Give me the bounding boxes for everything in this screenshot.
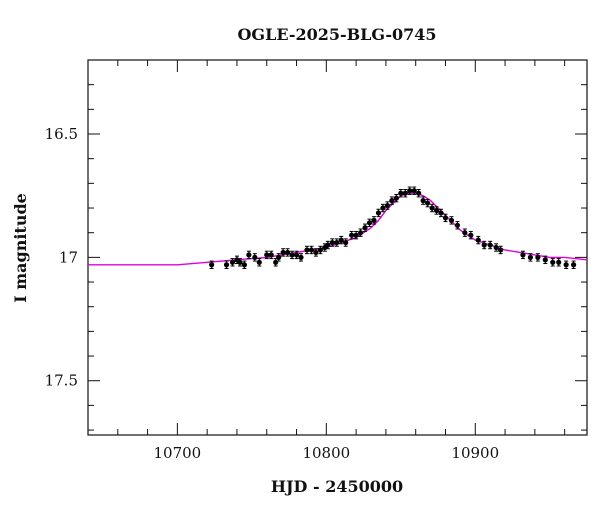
x-tick-labels: 10700 10800 10900 (154, 444, 500, 462)
data-point (493, 244, 499, 251)
data-point (384, 202, 390, 209)
data-point (371, 217, 377, 223)
data-point (313, 249, 319, 256)
data-point (438, 210, 444, 216)
data-point (353, 232, 359, 238)
data-point (442, 215, 449, 221)
data-point (550, 259, 556, 265)
data-point (563, 262, 569, 268)
data-point (429, 205, 435, 211)
y-axis-label: I magnitude (11, 193, 30, 303)
x-axis-ticks (87, 60, 566, 435)
x-tick-label: 10900 (451, 444, 499, 462)
data-point (280, 249, 286, 256)
data-point (241, 262, 248, 268)
data-point (468, 232, 474, 238)
data-point (380, 205, 386, 211)
data-point (416, 190, 422, 196)
data-point (285, 249, 291, 256)
data-point (433, 207, 440, 214)
data-point (535, 254, 541, 260)
data-point (425, 200, 431, 206)
data-point (338, 237, 344, 243)
data-point (420, 198, 426, 204)
data-point (402, 190, 408, 196)
data-point (289, 252, 295, 258)
data-point (229, 259, 236, 265)
x-tick-label: 10700 (154, 444, 202, 462)
data-point (334, 239, 340, 246)
data-point (223, 262, 230, 268)
data-point (298, 254, 304, 260)
data-point (343, 239, 349, 246)
data-point (273, 259, 279, 265)
y-tick-labels: 16.5 17 17.5 (45, 125, 78, 390)
data-point (481, 242, 487, 248)
data-point (407, 188, 413, 194)
data-point (209, 262, 215, 268)
data-point (237, 259, 243, 265)
data-point (317, 247, 323, 253)
x-axis-label: HJD - 2450000 (271, 477, 403, 496)
x-tick-label: 10800 (302, 444, 350, 462)
y-tick-label: 17.5 (45, 372, 78, 390)
data-point (542, 257, 548, 263)
data-point (375, 210, 382, 216)
data-point (487, 242, 493, 248)
data-point (268, 252, 274, 258)
data-point (293, 252, 300, 258)
data-point (454, 222, 461, 228)
data-point (308, 247, 315, 253)
data-point (527, 254, 533, 260)
data-point (256, 259, 262, 265)
data-point (389, 198, 395, 204)
data-point (246, 252, 252, 258)
data-point (357, 230, 364, 236)
data-point (570, 262, 577, 268)
data-point (556, 259, 562, 265)
data-points-layer (209, 186, 577, 269)
y-tick-label: 16.5 (45, 125, 78, 143)
data-point (462, 230, 468, 236)
data-point (329, 239, 335, 246)
data-point (448, 217, 455, 223)
data-point (362, 225, 368, 231)
data-point (411, 188, 417, 194)
chart-title: OGLE-2025-BLG-0745 (237, 25, 436, 44)
y-tick-label: 17 (59, 248, 78, 266)
plot-frame (87, 59, 588, 436)
y-axis-ticks (88, 59, 587, 431)
data-point (252, 254, 258, 260)
data-point (276, 254, 282, 260)
data-point (349, 232, 355, 238)
data-point (366, 220, 373, 226)
data-point (264, 252, 270, 258)
data-point (498, 247, 504, 253)
data-point (325, 242, 331, 248)
data-point (520, 252, 526, 258)
data-point (304, 247, 310, 253)
data-point (475, 237, 481, 243)
data-point (398, 190, 404, 196)
model-curve-layer (88, 192, 588, 266)
model-curve (88, 192, 588, 266)
data-point (393, 195, 399, 201)
